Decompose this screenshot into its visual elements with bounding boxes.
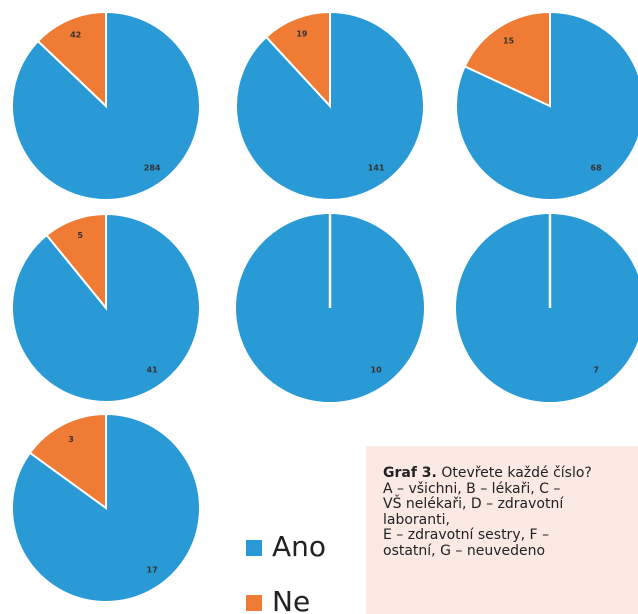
data-label: 15: [503, 37, 515, 46]
data-label: 5: [77, 231, 83, 240]
data-label: 19: [296, 30, 308, 39]
data-label: 41: [147, 365, 159, 374]
legend-label: Ne: [272, 585, 310, 614]
caption-line: Otevřete každé číslo?: [441, 465, 592, 481]
caption: Graf 3. Otevřete každé číslo? A – všichni…: [366, 446, 638, 614]
data-label: 10: [371, 365, 383, 374]
data-label: 68: [591, 163, 603, 172]
caption-line: E – zdravotní sestry, F –: [383, 527, 550, 543]
data-label: 42: [70, 31, 81, 40]
pie-slice: [456, 214, 638, 402]
caption-line: ostatní, G – neuvedeno: [383, 542, 546, 559]
pie-slice: [455, 10, 638, 201]
legend-label: Ano: [272, 530, 326, 563]
pie-slice: [28, 412, 107, 510]
data-label: 3: [68, 435, 74, 444]
data-label: 17: [147, 565, 158, 574]
data-label: 7: [593, 365, 599, 374]
legend-swatch: [246, 540, 262, 556]
pie-slice: [463, 10, 551, 108]
pie-slice: [264, 10, 331, 109]
caption-line: VŠ nelékaři, D – zdravotní: [383, 496, 564, 512]
caption-label: Graf 3.: [383, 465, 437, 481]
caption-line: A – všichni, B – lékaři, C –: [383, 480, 561, 497]
pie-slice: [45, 212, 107, 311]
data-label: 284: [144, 163, 161, 172]
pie-slice: [36, 10, 107, 109]
legend-swatch: [246, 595, 262, 611]
data-label: 141: [368, 163, 385, 172]
caption-line: laboranti,: [383, 511, 450, 528]
